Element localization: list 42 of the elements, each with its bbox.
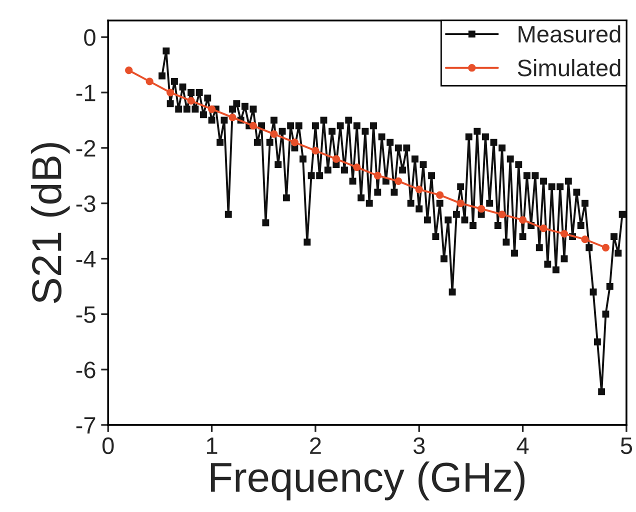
- point: [353, 163, 361, 172]
- point: [290, 138, 299, 146]
- y-tick-label: -4: [76, 251, 96, 268]
- point: [540, 224, 548, 232]
- y-tick-label: -1: [76, 84, 96, 102]
- point: [228, 114, 236, 122]
- point: [602, 244, 610, 252]
- x-tick-label: 4: [516, 438, 529, 454]
- point: [415, 186, 423, 194]
- y-axis-title: S21 (dB): [30, 143, 70, 304]
- point: [166, 88, 174, 96]
- point: [312, 146, 320, 155]
- point: [581, 236, 589, 244]
- y-tick-label: -6: [76, 362, 96, 378]
- point: [498, 210, 506, 218]
- y-tick-label: -5: [76, 306, 96, 323]
- point: [187, 97, 195, 105]
- point: [146, 78, 154, 86]
- y-tick-label: -7: [76, 417, 96, 434]
- x-tick-label: 0: [102, 437, 114, 454]
- point: [125, 66, 133, 74]
- point: [374, 172, 382, 180]
- point: [249, 122, 258, 130]
- y-tick-label: -3: [76, 195, 96, 212]
- x-tick-label: 5: [620, 438, 632, 454]
- x-axis-title: Frequency (GHz): [210, 462, 524, 500]
- legend-label: Simulated: [518, 59, 620, 76]
- point: [478, 205, 486, 213]
- point: [270, 130, 278, 138]
- x-tick-label: 2: [310, 437, 321, 454]
- point: [560, 230, 568, 238]
- x-tick-label: 3: [413, 437, 425, 454]
- point: [394, 177, 402, 185]
- point: [456, 200, 464, 208]
- point: [518, 216, 527, 224]
- legend-label: Measured: [518, 25, 620, 43]
- point: [208, 105, 216, 113]
- y-tick-label: -2: [76, 140, 96, 156]
- point: [436, 191, 444, 199]
- point: [332, 155, 340, 163]
- x-tick-label: 1: [207, 438, 218, 454]
- y-tick-label: 0: [84, 29, 96, 46]
